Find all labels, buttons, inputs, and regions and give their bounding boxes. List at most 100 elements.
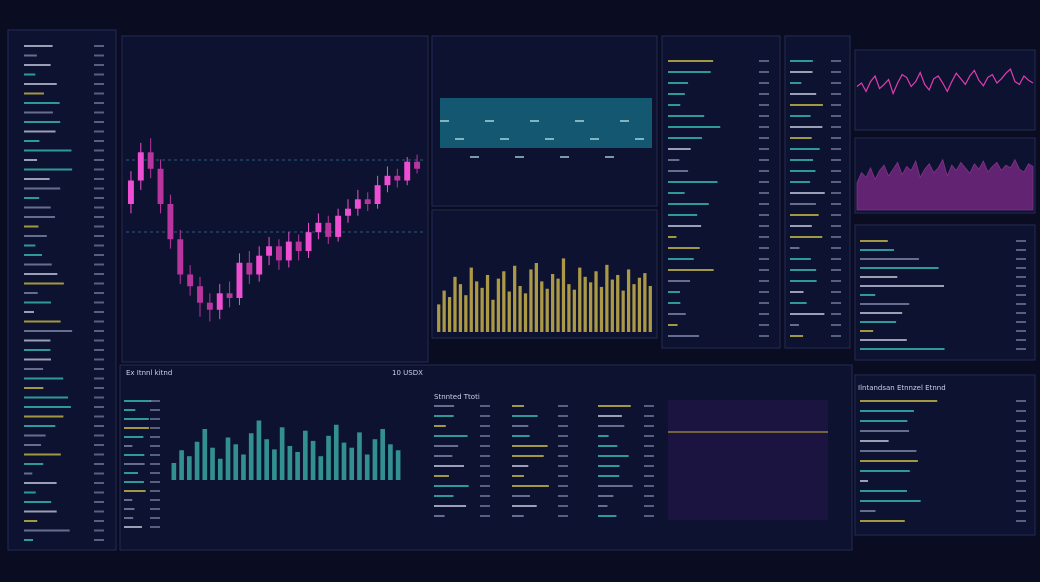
candle-body [127, 180, 134, 204]
text-placeholder [434, 495, 454, 497]
bar [357, 432, 362, 480]
text-placeholder [24, 92, 44, 95]
text-placeholder [480, 465, 490, 467]
text-placeholder [831, 192, 841, 194]
text-placeholder [1016, 339, 1026, 341]
text-placeholder [831, 137, 841, 139]
text-placeholder [860, 249, 894, 251]
text-placeholder [512, 505, 537, 507]
text-placeholder [150, 400, 160, 402]
text-placeholder [512, 475, 524, 477]
bar [341, 442, 347, 480]
text-placeholder [831, 313, 841, 315]
text-placeholder [759, 60, 769, 62]
text-placeholder [24, 140, 40, 142]
text-placeholder [860, 276, 898, 278]
text-placeholder [668, 126, 721, 128]
text-placeholder [831, 71, 841, 73]
text-placeholder [512, 405, 525, 407]
text-placeholder [860, 510, 876, 512]
text-placeholder [831, 60, 841, 62]
bar [202, 429, 208, 480]
text-placeholder [668, 335, 700, 337]
text-placeholder [860, 400, 938, 402]
text-placeholder [150, 517, 160, 519]
bar [364, 454, 370, 480]
text-placeholder [620, 120, 629, 122]
text-placeholder [94, 453, 104, 456]
bar [380, 429, 385, 480]
text-placeholder [1016, 500, 1026, 502]
text-placeholder [790, 214, 819, 216]
bar [437, 304, 441, 332]
text-placeholder [434, 425, 446, 427]
text-placeholder [668, 159, 680, 161]
text-placeholder [24, 197, 40, 199]
text-placeholder [790, 181, 811, 183]
text-placeholder [860, 285, 945, 287]
text-placeholder [150, 490, 160, 492]
text-placeholder [790, 60, 813, 62]
bottom-chart-bg [668, 400, 828, 520]
text-placeholder [759, 93, 769, 95]
line [856, 67, 1034, 96]
candle-body [364, 199, 371, 204]
text-placeholder [150, 463, 160, 465]
bar [643, 273, 647, 332]
text-placeholder [668, 148, 691, 150]
text-placeholder [668, 170, 689, 172]
text-placeholder [790, 313, 825, 315]
text-placeholder [790, 225, 812, 227]
text-placeholder [644, 515, 654, 517]
bar [272, 449, 277, 480]
panel-label: Ex Itnnl kitnd [126, 369, 172, 377]
bar [442, 290, 446, 332]
text-placeholder [150, 472, 160, 474]
text-placeholder [759, 82, 769, 84]
bar [210, 447, 215, 480]
text-placeholder [644, 495, 654, 497]
text-placeholder [24, 102, 60, 104]
text-placeholder [831, 280, 841, 282]
bar [594, 271, 598, 332]
text-placeholder [24, 311, 35, 313]
text-placeholder [598, 405, 631, 407]
text-placeholder [759, 313, 769, 315]
text-placeholder [24, 273, 58, 275]
text-placeholder [485, 120, 494, 122]
text-placeholder [668, 302, 681, 304]
text-placeholder [150, 526, 160, 528]
text-placeholder [24, 235, 47, 237]
text-placeholder [831, 170, 841, 172]
candle-body [345, 208, 351, 216]
text-placeholder [434, 415, 454, 417]
bar [637, 277, 642, 332]
text-placeholder [668, 280, 691, 282]
text-placeholder [558, 465, 568, 467]
text-placeholder [434, 465, 464, 467]
text-placeholder [560, 156, 569, 158]
text-placeholder [790, 192, 825, 194]
text-placeholder [94, 320, 104, 323]
bar [540, 281, 544, 332]
candle-body [167, 204, 174, 240]
text-placeholder [24, 396, 69, 399]
text-placeholder [558, 475, 568, 477]
text-placeholder [24, 339, 51, 342]
text-placeholder [24, 406, 71, 408]
bar [248, 433, 254, 480]
text-placeholder [668, 82, 689, 84]
text-placeholder [644, 475, 654, 477]
text-placeholder [24, 187, 61, 190]
candle-body [335, 215, 342, 237]
text-placeholder [434, 505, 467, 507]
text-placeholder [558, 405, 568, 407]
bar [187, 456, 192, 480]
text-placeholder [831, 225, 841, 227]
text-placeholder [24, 225, 39, 228]
text-placeholder [575, 120, 584, 122]
text-placeholder [598, 485, 633, 487]
text-placeholder [860, 490, 907, 492]
candle-body [414, 161, 421, 169]
text-placeholder [759, 203, 769, 205]
